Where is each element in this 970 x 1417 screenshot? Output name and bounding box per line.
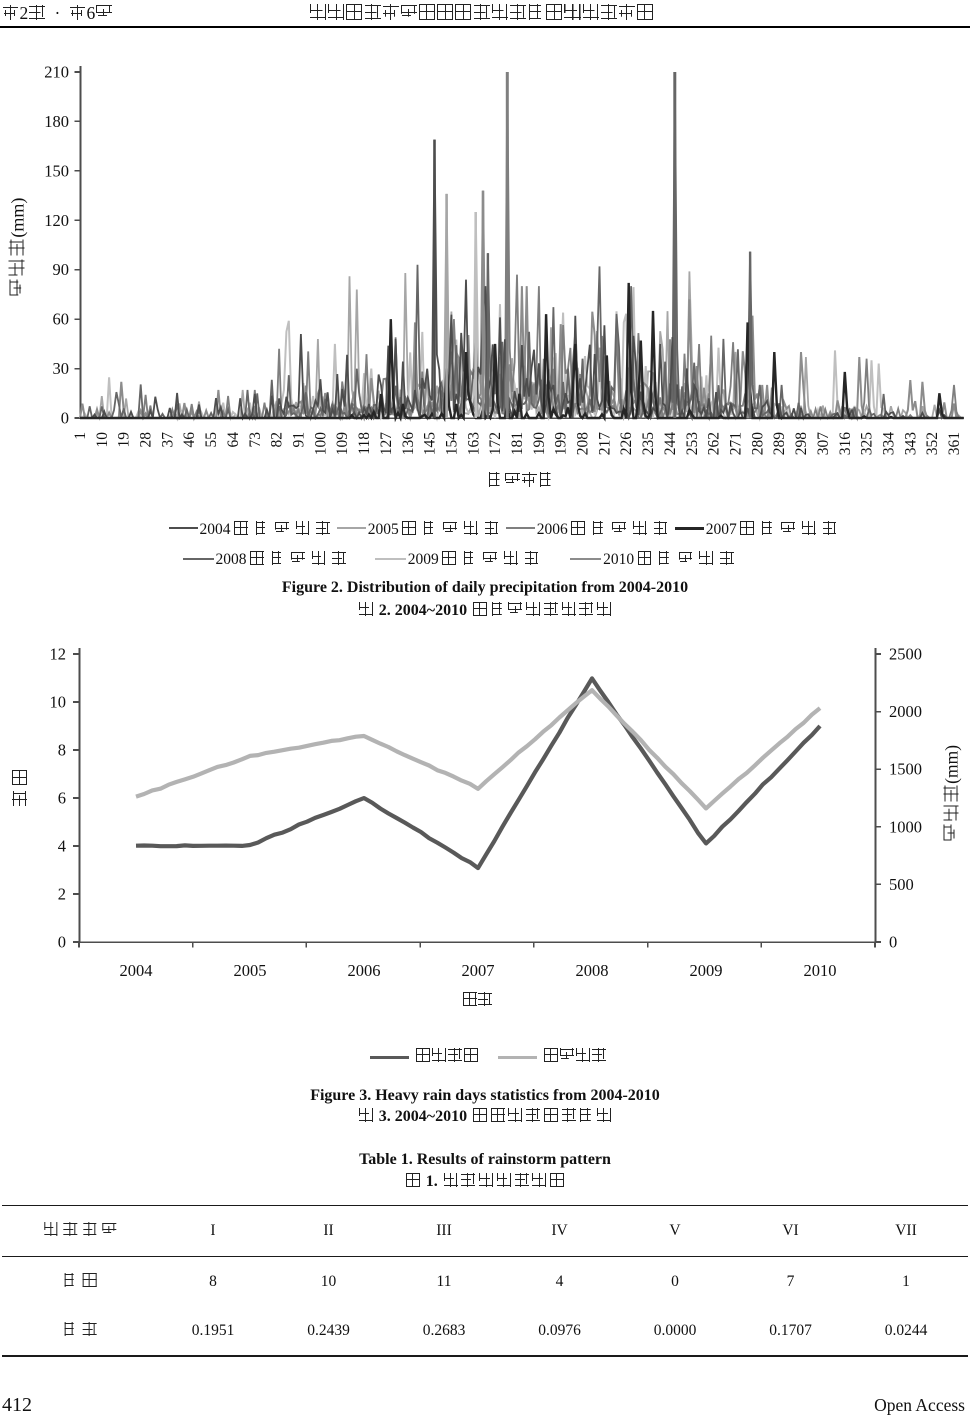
svg-text:208: 208: [575, 432, 592, 456]
svg-text:100: 100: [312, 432, 329, 456]
svg-text:361: 361: [946, 432, 963, 455]
svg-text:30: 30: [53, 359, 70, 378]
svg-text:244: 244: [662, 432, 679, 456]
svg-text:10: 10: [50, 693, 67, 712]
svg-text:8: 8: [58, 741, 66, 760]
svg-text:73: 73: [247, 432, 264, 448]
svg-text:298: 298: [793, 432, 810, 456]
svg-text:1500: 1500: [889, 760, 922, 779]
svg-text:343: 343: [902, 432, 919, 456]
svg-text:500: 500: [889, 875, 914, 894]
svg-text:0: 0: [61, 409, 69, 428]
svg-text:262: 262: [706, 432, 723, 455]
svg-text:64: 64: [225, 432, 242, 448]
svg-text:150: 150: [44, 161, 69, 180]
svg-text:2009: 2009: [690, 961, 723, 980]
svg-text:2005: 2005: [234, 961, 267, 980]
svg-text:190: 190: [531, 432, 548, 456]
svg-text:145: 145: [422, 432, 439, 456]
svg-text:12: 12: [50, 645, 67, 664]
svg-text:2000: 2000: [889, 702, 922, 721]
svg-text:2008: 2008: [576, 961, 609, 980]
svg-text:316: 316: [837, 432, 854, 456]
svg-text:2004: 2004: [120, 961, 153, 980]
svg-text:154: 154: [443, 432, 460, 456]
svg-text:253: 253: [684, 432, 701, 456]
svg-text:55: 55: [203, 432, 220, 448]
svg-text:289: 289: [771, 432, 788, 456]
svg-text:334: 334: [881, 432, 898, 456]
svg-text:19: 19: [116, 432, 133, 448]
svg-text:120: 120: [44, 211, 69, 230]
svg-text:280: 280: [749, 432, 766, 456]
svg-text:0: 0: [58, 933, 66, 952]
svg-text:2010: 2010: [804, 961, 837, 980]
svg-text:28: 28: [138, 432, 155, 448]
svg-text:2: 2: [58, 885, 66, 904]
svg-text:60: 60: [53, 310, 70, 329]
svg-text:90: 90: [53, 260, 70, 279]
svg-text:217: 217: [596, 432, 613, 456]
svg-text:2006: 2006: [348, 961, 381, 980]
svg-text:1000: 1000: [889, 817, 922, 836]
svg-text:91: 91: [291, 432, 308, 448]
svg-text:235: 235: [640, 432, 657, 456]
svg-text:307: 307: [815, 432, 832, 456]
svg-text:6: 6: [58, 789, 66, 808]
svg-text:127: 127: [378, 432, 395, 456]
svg-text:37: 37: [159, 432, 176, 448]
svg-text:199: 199: [553, 432, 570, 456]
svg-text:82: 82: [269, 432, 286, 448]
svg-text:163: 163: [465, 432, 482, 456]
svg-text:2007: 2007: [462, 961, 495, 980]
svg-text:46: 46: [181, 432, 198, 448]
svg-text:210: 210: [44, 63, 69, 82]
svg-text:226: 226: [618, 432, 635, 456]
svg-text:325: 325: [859, 432, 876, 456]
svg-text:4: 4: [58, 837, 66, 856]
svg-text:0: 0: [889, 933, 897, 952]
svg-text:118: 118: [356, 432, 373, 455]
svg-text:181: 181: [509, 432, 526, 455]
svg-text:109: 109: [334, 432, 351, 456]
svg-text:271: 271: [728, 432, 745, 455]
svg-text:10: 10: [94, 432, 111, 448]
svg-text:352: 352: [924, 432, 941, 455]
svg-text:136: 136: [400, 432, 417, 456]
svg-text:180: 180: [44, 112, 69, 131]
svg-text:2500: 2500: [889, 645, 922, 664]
svg-text:1: 1: [72, 432, 89, 440]
svg-text:172: 172: [487, 432, 504, 455]
